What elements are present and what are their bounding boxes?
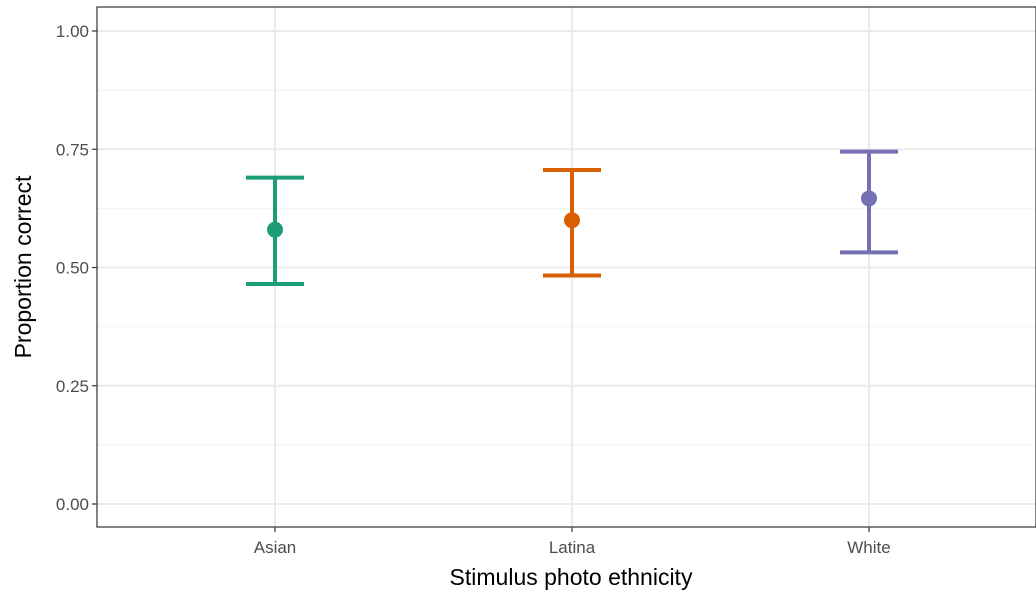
data-point-asian: [267, 221, 283, 238]
x-axis-title: Stimulus photo ethnicity: [450, 564, 693, 590]
errorbar-latina: [543, 168, 601, 278]
y-axis-title: Proportion correct: [10, 175, 36, 358]
y-tick-label: 0.25: [56, 377, 89, 396]
data-series: [246, 149, 898, 287]
y-tick-label: 0.50: [56, 259, 89, 278]
data-point-white: [861, 190, 877, 207]
errorbar-asian: [246, 175, 304, 287]
errorbar-white: [840, 149, 898, 255]
x-tick-label: White: [847, 538, 890, 557]
y-tick-label: 0.00: [56, 495, 89, 514]
x-axis: Asian Latina White: [254, 527, 891, 557]
y-tick-label: 1.00: [56, 22, 89, 41]
y-tick-label: 0.75: [56, 140, 89, 159]
data-point-latina: [564, 212, 580, 229]
x-tick-label: Asian: [254, 538, 297, 557]
y-axis: 0.00 0.25 0.50 0.75 1.00: [56, 22, 97, 514]
x-tick-label: Latina: [549, 538, 596, 557]
